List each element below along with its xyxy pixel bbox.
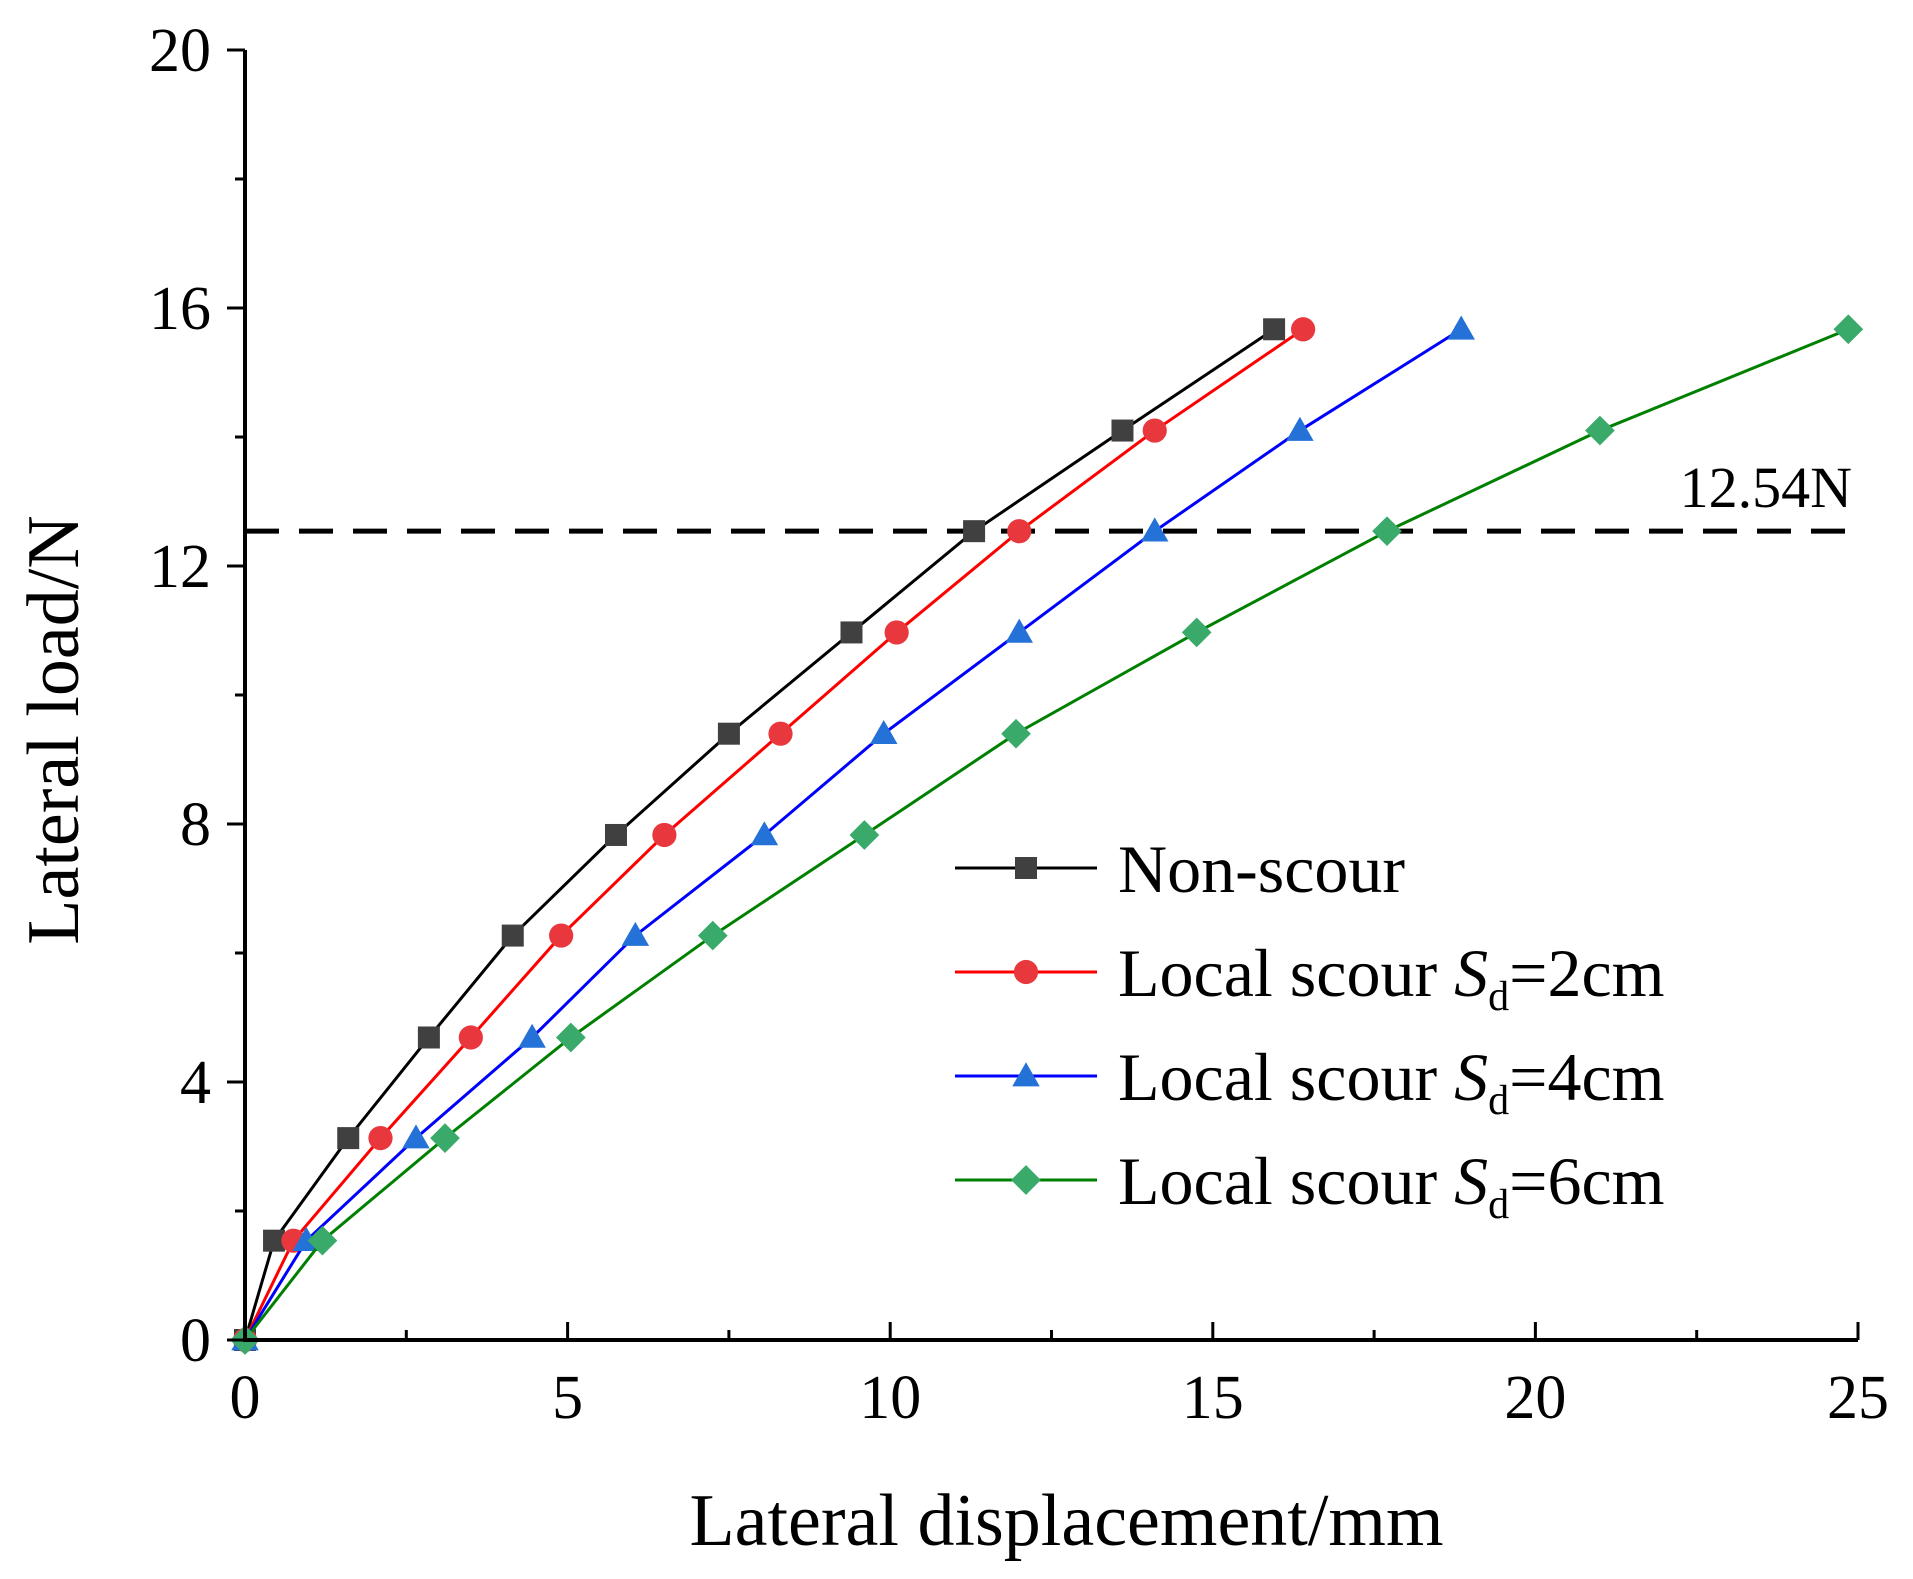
legend-label: Local scour Sd=2cm xyxy=(1118,935,1665,1020)
x-tick-label: 5 xyxy=(552,1364,583,1432)
data-point xyxy=(840,621,863,644)
data-point xyxy=(501,924,524,947)
data-point xyxy=(1447,315,1475,340)
data-point xyxy=(263,1229,286,1252)
legend-marker xyxy=(1011,1165,1041,1195)
data-point xyxy=(1001,718,1031,749)
data-point xyxy=(1286,416,1314,441)
series-group xyxy=(230,314,1864,1355)
data-point xyxy=(1263,318,1286,341)
data-point xyxy=(402,1124,430,1149)
data-point xyxy=(1007,519,1032,544)
y-tick-label: 4 xyxy=(180,1049,211,1117)
data-point xyxy=(604,823,627,846)
reference-line-label: 12.54N xyxy=(1680,455,1852,520)
data-point xyxy=(768,721,793,746)
x-tick-label: 10 xyxy=(859,1364,921,1432)
data-point xyxy=(518,1023,546,1048)
data-point xyxy=(337,1127,360,1150)
x-tick-label: 0 xyxy=(230,1364,261,1432)
data-point xyxy=(750,821,779,846)
legend-item-1: Local scour Sd=2cm xyxy=(955,935,1665,1020)
data-point xyxy=(307,1225,338,1256)
y-tick-label: 8 xyxy=(180,791,211,859)
reference-line-group: 12.54N xyxy=(245,455,1858,534)
x-tick-label: 15 xyxy=(1182,1364,1244,1432)
data-point xyxy=(1372,516,1402,547)
data-point xyxy=(1291,317,1316,342)
data-point xyxy=(963,520,986,543)
legend-marker xyxy=(1012,1062,1040,1087)
data-point xyxy=(869,719,898,745)
data-point xyxy=(1142,418,1167,443)
legend-item-3: Local scour Sd=6cm xyxy=(955,1143,1665,1228)
y-tick-label: 0 xyxy=(180,1307,211,1375)
series-3 xyxy=(230,314,1864,1355)
legend-marker xyxy=(1013,959,1039,985)
data-point xyxy=(1005,618,1033,643)
data-point xyxy=(1140,517,1169,542)
y-tick-label: 12 xyxy=(149,533,211,601)
legend-label: Non-scour xyxy=(1118,831,1405,907)
y-axis-title: Lateral load/N xyxy=(13,515,95,944)
x-tick-label: 20 xyxy=(1504,1364,1566,1432)
data-point xyxy=(555,1022,586,1053)
legend-marker xyxy=(1015,857,1037,879)
series-2 xyxy=(231,315,1475,1351)
series-0 xyxy=(234,318,1286,1351)
y-tick-label: 20 xyxy=(149,17,211,85)
data-point xyxy=(430,1123,460,1153)
data-point xyxy=(1181,617,1212,648)
x-tick-label: 25 xyxy=(1827,1364,1889,1432)
legend-label: Local scour Sd=4cm xyxy=(1118,1039,1665,1124)
legend-item-0: Non-scour xyxy=(955,831,1405,907)
axes-group: 0 5 10 15 20 25 0 4 8 12 16 20 Lateral displacement/… xyxy=(13,17,1889,1562)
data-point xyxy=(1111,419,1134,442)
data-point xyxy=(697,920,728,951)
legend-label: Local scour Sd=6cm xyxy=(1118,1143,1665,1228)
data-point xyxy=(458,1025,483,1050)
legend: Non-scour Local scour Sd=2cm Local scour S… xyxy=(955,831,1665,1228)
data-point xyxy=(549,923,574,948)
data-point xyxy=(849,820,880,850)
data-point xyxy=(368,1126,393,1151)
data-point xyxy=(621,921,650,946)
x-axis-title: Lateral displacement/mm xyxy=(689,1480,1443,1562)
data-point xyxy=(884,620,909,645)
legend-item-2: Local scour Sd=4cm xyxy=(955,1039,1665,1124)
y-tick-label: 16 xyxy=(149,275,211,343)
data-point xyxy=(717,722,740,745)
data-point xyxy=(1585,415,1615,446)
data-point xyxy=(652,822,677,848)
data-point xyxy=(417,1026,440,1049)
data-point xyxy=(1833,314,1864,345)
